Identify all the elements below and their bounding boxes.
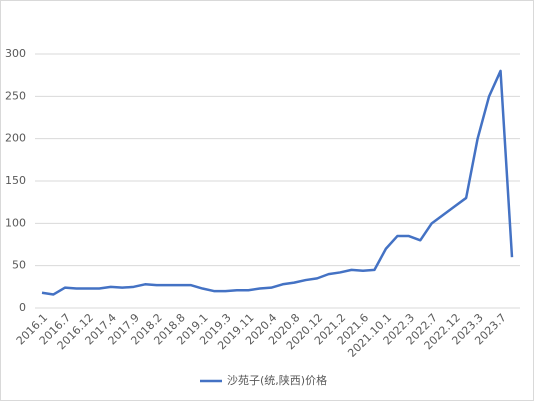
y-tick-label: 100: [5, 216, 26, 229]
data-line: [41, 69, 514, 296]
y-tick-label: 0: [19, 301, 26, 314]
y-tick-label: 200: [5, 132, 26, 145]
y-tick-label: 250: [5, 89, 26, 102]
y-tick-label: 50: [12, 259, 26, 272]
legend-label: 沙苑子(统,陕西)价格: [227, 373, 327, 387]
y-tick-label: 300: [5, 47, 26, 60]
y-tick-label: 150: [5, 174, 26, 187]
